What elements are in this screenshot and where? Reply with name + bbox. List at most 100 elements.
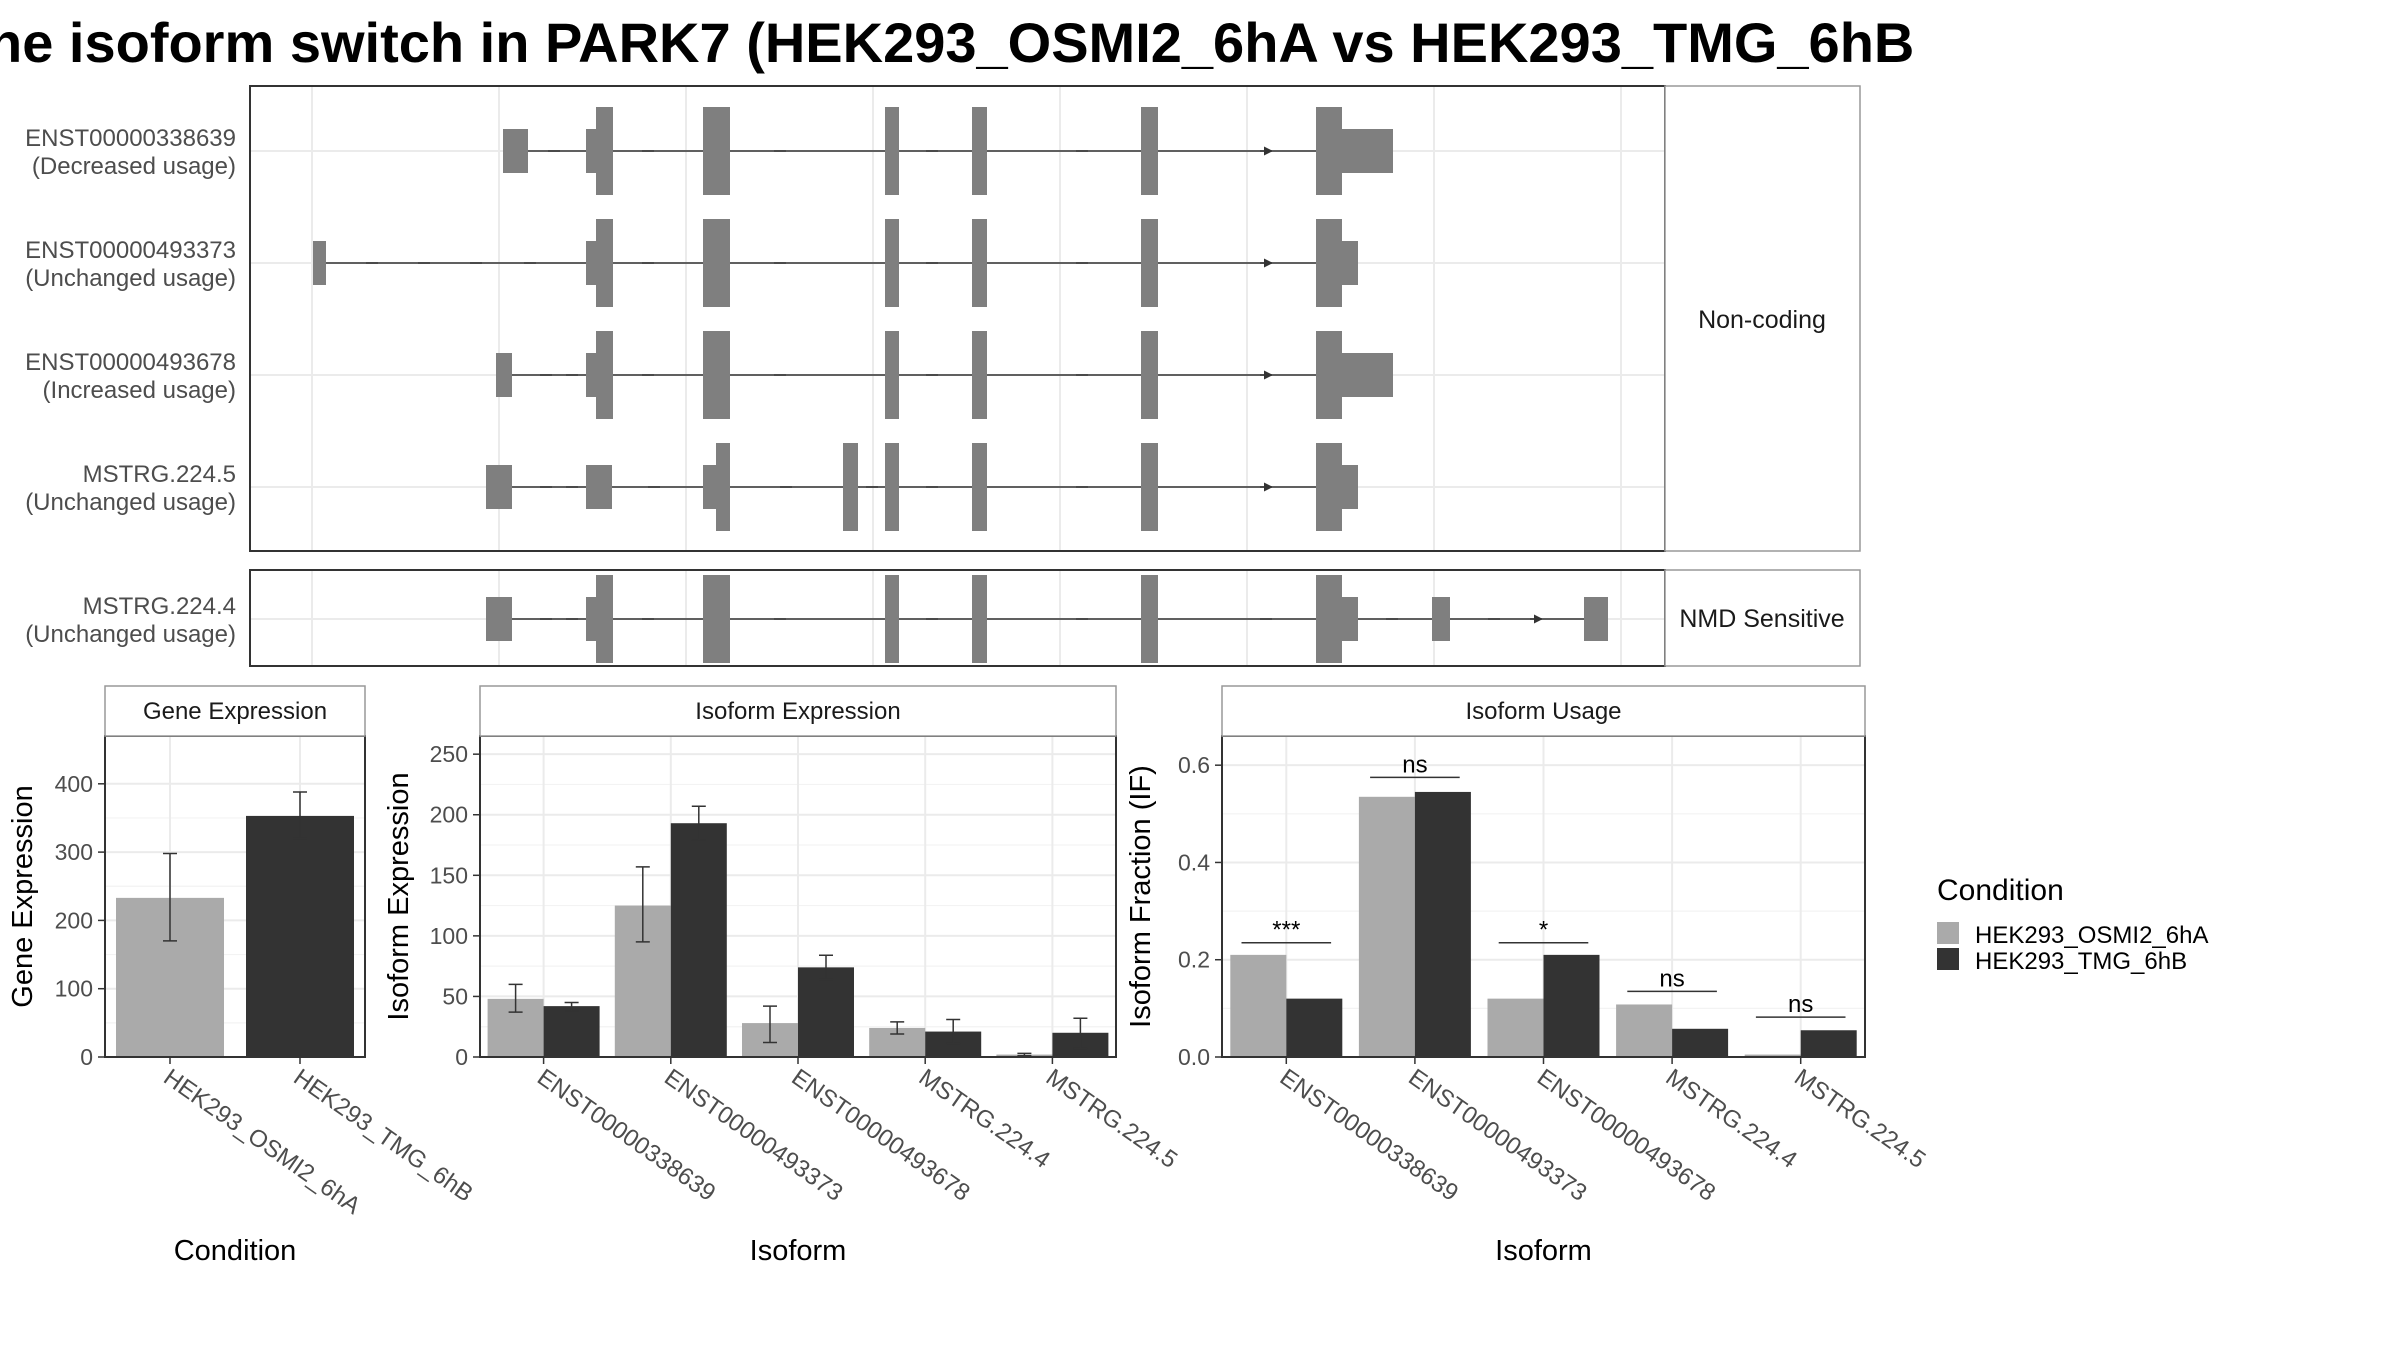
transcript-label-name: MSTRG.224.4 (83, 593, 236, 620)
transcript-label-name: ENST00000493373 (25, 237, 236, 264)
y-tick-label: 250 (430, 741, 468, 767)
exon (885, 107, 899, 195)
exon (1432, 597, 1450, 641)
legend-title: Condition (1937, 874, 2064, 907)
bar (1487, 998, 1544, 1057)
x-axis-label: Condition (174, 1235, 297, 1267)
y-axis-label: Gene Expression (7, 785, 39, 1007)
exon (596, 331, 613, 419)
transcript-label-name: ENST00000493678 (25, 349, 236, 376)
exon (586, 241, 598, 285)
y-tick-label: 50 (442, 983, 468, 1009)
panel-title: Isoform Usage (1465, 698, 1621, 725)
y-axis-label: Isoform Fraction (IF) (1125, 765, 1157, 1028)
exon (703, 465, 717, 509)
exon (1584, 597, 1608, 641)
y-tick-label: 0.6 (1178, 752, 1210, 778)
exon (1141, 107, 1158, 195)
exon (1316, 575, 1342, 663)
exon (885, 219, 899, 307)
bar (246, 815, 354, 1057)
transcript-model (313, 219, 1358, 307)
exon (503, 129, 528, 173)
structure-strip-label-noncoding: Non-coding (1698, 306, 1826, 334)
transcript-label-usage: (Unchanged usage) (25, 621, 236, 648)
exon (1141, 219, 1158, 307)
exon (1340, 353, 1393, 397)
y-axis-label: Isoform Expression (383, 772, 415, 1020)
exon (1141, 443, 1158, 531)
x-tick-label: MSTRG.224.5 (1789, 1064, 1930, 1174)
exon (885, 331, 899, 419)
y-tick-label: 200 (430, 802, 468, 828)
bar (543, 1006, 600, 1057)
y-tick-label: 150 (430, 862, 468, 888)
exon (586, 465, 612, 509)
y-tick-label: 0.0 (1178, 1044, 1210, 1070)
exon (972, 331, 987, 419)
y-tick-label: 0 (80, 1044, 93, 1070)
exon (1340, 129, 1393, 173)
error-bar (1073, 1017, 1088, 1050)
transcript-label-usage: (Increased usage) (43, 377, 236, 404)
transcript-model (486, 575, 1608, 663)
bar (1616, 1004, 1673, 1057)
exon (1316, 443, 1342, 531)
exon (885, 443, 899, 531)
bar (1672, 1028, 1729, 1057)
transcript-label-usage: (Unchanged usage) (25, 265, 236, 292)
y-tick-label: 0.2 (1178, 947, 1210, 973)
exon (1340, 465, 1358, 509)
exon (313, 241, 326, 285)
exon (972, 107, 987, 195)
transcript-label-usage: (Decreased usage) (32, 153, 236, 180)
exon (596, 575, 613, 663)
figure-title: he isoform switch in PARK7 (HEK293_OSMI2… (0, 11, 1915, 74)
error-bar (890, 1021, 905, 1035)
exon (716, 443, 730, 531)
panel-strip (479, 685, 1117, 737)
error-bar (564, 1001, 579, 1012)
isoform-expression-panel: Isoform Expression 0 50 100 150 200 250 Isoform… (383, 685, 1182, 1267)
y-tick-label: 100 (55, 976, 93, 1002)
bar (1744, 1054, 1801, 1057)
panel-strip (104, 685, 366, 737)
bar (1286, 998, 1343, 1057)
legend-swatch-cond1 (1937, 922, 1959, 944)
transcript-label-name: MSTRG.224.5 (83, 461, 236, 488)
exon (586, 353, 598, 397)
bar (1543, 954, 1600, 1057)
panel-title: Gene Expression (143, 698, 327, 725)
error-bar (635, 866, 650, 943)
exon (596, 107, 613, 195)
panel-strip (1221, 685, 1866, 737)
error-bar (819, 954, 833, 981)
transcript-model (486, 443, 1358, 531)
bar (670, 823, 727, 1057)
error-bar (163, 852, 177, 942)
legend-label-cond2: HEK293_TMG_6hB (1975, 948, 2187, 975)
significance-label: *** (1272, 917, 1300, 944)
y-tick-label: 0.4 (1178, 849, 1210, 875)
error-bar (1017, 1052, 1032, 1057)
error-bar (946, 1018, 961, 1045)
error-bar (691, 805, 706, 841)
structure-noncoding-background (249, 85, 1666, 552)
y-tick-label: 100 (430, 923, 468, 949)
significance-label: ns (1402, 751, 1427, 778)
legend-label-cond1: HEK293_OSMI2_6hA (1975, 922, 2208, 949)
exon (1141, 575, 1158, 663)
exon (596, 219, 613, 307)
structure-noncoding-strip (1664, 85, 1861, 552)
exon (486, 597, 512, 641)
bar (1230, 954, 1287, 1057)
exon (972, 575, 987, 663)
x-axis-label: Isoform (750, 1235, 847, 1267)
exon (972, 443, 987, 531)
error-bar (763, 1005, 777, 1044)
exon (843, 443, 858, 531)
y-tick-label: 0 (455, 1044, 468, 1070)
legend: Condition HEK293_OSMI2_6hA HEK293_TMG_6h… (1937, 874, 2208, 975)
exon (703, 575, 730, 663)
